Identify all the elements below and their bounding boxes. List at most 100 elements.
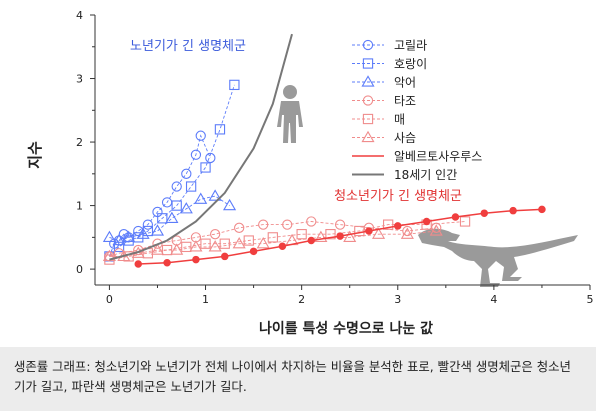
chart-figure: 0 1 2 3 4 5 0 1 2 3 4 고릴라 호랑이 악어 타조 매 사슴 알베르토사우루스 18세기 인간…	[26, 9, 594, 337]
data-point	[296, 229, 307, 240]
data-point	[209, 229, 221, 240]
data-point	[208, 240, 222, 252]
data-point	[343, 230, 357, 243]
legend-marker	[362, 39, 374, 51]
data-point	[185, 181, 197, 192]
legend-item: 악어	[352, 75, 416, 90]
series-connector	[109, 221, 466, 261]
caption-box: 생존률 그래프: 청소년기와 노년기가 전체 나이에서 차지하는 비율을 분석한…	[0, 347, 596, 411]
human-body	[277, 101, 303, 143]
data-point	[208, 189, 222, 201]
series-line	[109, 33, 293, 261]
annotation-long-adolescence: 청소년기가 긴 생명체군	[334, 189, 462, 204]
data-point	[150, 243, 165, 255]
data-point	[278, 242, 287, 250]
data-point	[152, 238, 163, 249]
legend-item: 고릴라	[352, 39, 427, 53]
data-point	[234, 222, 245, 233]
data-point	[371, 227, 386, 239]
data-point	[422, 217, 431, 226]
data-point	[171, 200, 182, 211]
series-connector	[109, 195, 230, 241]
series-connector	[108, 134, 211, 257]
series-3	[102, 189, 237, 246]
data-point	[223, 198, 237, 211]
data-point	[200, 238, 211, 249]
data-point	[194, 192, 208, 204]
data-point	[354, 225, 365, 237]
annotation-long-old-age: 노년기가 긴 생명체군	[130, 39, 246, 54]
data-point	[171, 181, 182, 192]
data-point	[112, 233, 126, 246]
data-point	[113, 241, 125, 253]
data-point	[325, 229, 336, 240]
legend-label: 18세기 인간	[394, 168, 457, 182]
legend-label: 알베르토사우루스	[394, 150, 482, 164]
data-point	[307, 236, 316, 245]
data-point	[165, 211, 179, 223]
dinosaur-body	[418, 228, 578, 287]
x-tick-label: 2	[298, 293, 305, 306]
data-point	[136, 227, 150, 239]
data-point	[170, 243, 184, 255]
data-point	[195, 130, 206, 141]
x-tick-label: 5	[587, 293, 594, 306]
data-point	[400, 227, 414, 239]
data-point	[538, 205, 546, 214]
legend-item: 알베르토사우루스	[352, 150, 482, 164]
tyrannosaur-silhouette-icon	[418, 228, 578, 287]
series-connector	[109, 84, 235, 257]
y-tick-label: 2	[76, 136, 83, 149]
data-point	[179, 202, 193, 214]
series-2	[104, 79, 240, 262]
data-point	[256, 237, 270, 249]
data-point	[306, 216, 317, 227]
data-point	[181, 241, 192, 253]
y-tick-label: 1	[76, 200, 83, 213]
data-point	[192, 255, 200, 264]
x-tick-label: 3	[394, 293, 401, 306]
data-point	[429, 224, 443, 236]
caption: 생존률 그래프: 청소년기와 노년기가 전체 나이에서 차지하는 비율을 분석한…	[14, 359, 571, 394]
data-point	[102, 230, 116, 243]
data-point	[383, 219, 394, 230]
data-point	[214, 124, 226, 135]
data-point	[142, 225, 154, 237]
data-point	[314, 230, 328, 243]
data-point	[249, 247, 258, 256]
y-tick-label: 3	[76, 73, 83, 86]
x-tick-label: 1	[202, 293, 209, 306]
legend-item: 매	[352, 113, 405, 127]
data-point	[157, 213, 168, 224]
data-point	[365, 227, 373, 235]
legend-marker	[362, 113, 374, 125]
data-point	[134, 260, 143, 268]
data-point	[122, 230, 136, 243]
data-point	[102, 249, 116, 262]
series-5	[104, 216, 471, 265]
legend-item: 18세기 인간	[352, 168, 457, 182]
legend-label: 고릴라	[394, 39, 427, 53]
y-tick-label: 0	[76, 263, 83, 276]
data-point	[258, 219, 269, 230]
x-tick-label: 4	[490, 293, 497, 306]
human-silhouette-icon	[277, 85, 303, 143]
legend-marker	[362, 58, 374, 69]
legend-item: 타조	[352, 94, 416, 108]
data-point	[480, 209, 489, 217]
data-point	[509, 206, 517, 215]
legend-label: 사슴	[394, 131, 416, 145]
legend-label: 타조	[394, 94, 416, 108]
data-point	[133, 232, 144, 243]
x-tick-label: 0	[106, 293, 113, 306]
data-point	[451, 213, 460, 221]
legend-label: 호랑이	[394, 57, 427, 71]
legend-item: 사슴	[352, 130, 416, 145]
legend-marker	[361, 75, 375, 87]
data-point	[336, 232, 344, 240]
series-connector	[109, 221, 437, 257]
data-point	[282, 219, 293, 230]
legend-item: 호랑이	[352, 57, 427, 71]
data-point	[232, 237, 246, 249]
